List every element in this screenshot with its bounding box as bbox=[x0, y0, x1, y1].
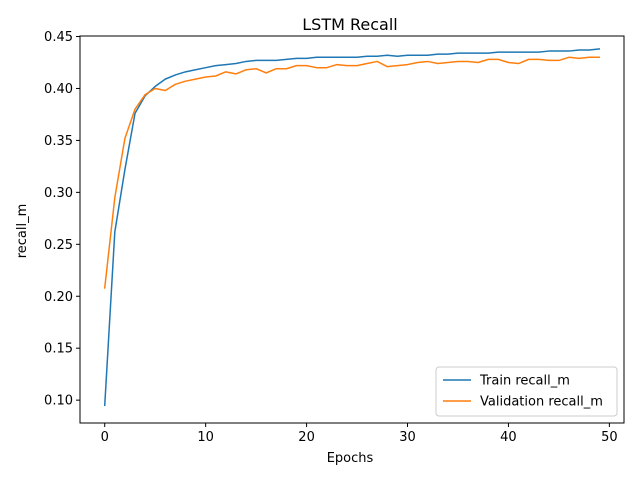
chart-title: LSTM Recall bbox=[302, 15, 397, 34]
axes-frame bbox=[79, 35, 625, 424]
y-tick-label: 0.35 bbox=[44, 134, 73, 149]
legend-entry: Train recall_m bbox=[479, 374, 570, 389]
y-axis-label: recall_m bbox=[15, 204, 30, 259]
x-tick-label: 50 bbox=[601, 430, 618, 445]
x-axis-label: Epochs bbox=[327, 451, 374, 466]
series-line-validation bbox=[103, 56, 601, 289]
y-tick-label: 0.25 bbox=[44, 238, 73, 253]
x-tick-label: 30 bbox=[399, 430, 416, 445]
legend-entry: Validation recall_m bbox=[480, 395, 603, 410]
y-tick-label: 0.20 bbox=[44, 290, 73, 305]
legend: Train recall_m Validation recall_m bbox=[435, 366, 618, 417]
y-axis-ticks: 0.10 0.15 0.20 0.25 0.30 0.35 0.40 0.45 bbox=[44, 30, 80, 409]
y-tick-label: 0.10 bbox=[44, 394, 73, 409]
x-axis-ticks: 0 10 20 30 40 50 bbox=[101, 423, 618, 445]
x-tick-label: 0 bbox=[101, 430, 109, 445]
x-tick-label: 10 bbox=[197, 430, 214, 445]
y-tick-label: 0.30 bbox=[44, 186, 73, 201]
series-line-train bbox=[103, 48, 601, 407]
x-tick-label: 40 bbox=[500, 430, 517, 445]
y-tick-label: 0.40 bbox=[44, 82, 73, 97]
x-tick-label: 20 bbox=[298, 430, 315, 445]
legend-box bbox=[435, 366, 618, 417]
y-tick-label: 0.15 bbox=[44, 342, 73, 357]
y-tick-label: 0.45 bbox=[44, 30, 73, 45]
plot-area bbox=[103, 48, 601, 407]
